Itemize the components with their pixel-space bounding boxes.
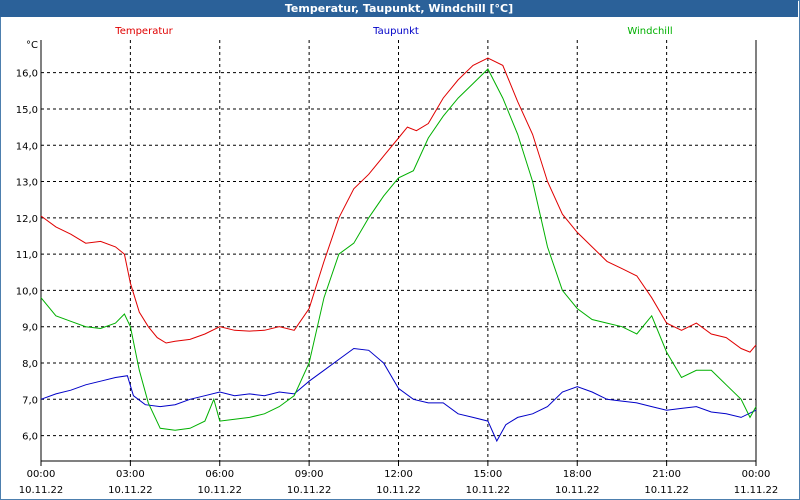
y-tick-label: 12,0 bbox=[16, 214, 38, 225]
y-tick-label: 16,0 bbox=[16, 69, 38, 80]
legend-windchill: Windchill bbox=[627, 26, 672, 37]
y-tick-label: 8,0 bbox=[22, 359, 38, 370]
y-tick-label: 9,0 bbox=[22, 323, 38, 334]
y-tick-label: 7,0 bbox=[22, 395, 38, 406]
axes bbox=[40, 40, 757, 466]
y-tick-label: 11,0 bbox=[16, 250, 38, 261]
series-line-taupunkt bbox=[40, 347, 757, 443]
x-tick-date: 10.11.22 bbox=[19, 485, 64, 496]
x-tick-time: 03:00 bbox=[116, 469, 145, 480]
x-tick-date: 10.11.22 bbox=[376, 485, 421, 496]
x-tick-time: 00:00 bbox=[27, 469, 56, 480]
series-line-windchill bbox=[40, 68, 757, 431]
x-tick-time: 09:00 bbox=[295, 469, 324, 480]
x-tick-date: 11.11.22 bbox=[734, 485, 779, 496]
legend-taupunkt: Taupunkt bbox=[372, 26, 419, 37]
legend-temperatur: Temperatur bbox=[114, 26, 173, 37]
y-tick-label: 6,0 bbox=[22, 432, 38, 443]
series-line-temperatur bbox=[40, 57, 757, 353]
y-tick-label: 13,0 bbox=[16, 178, 38, 189]
y-tick-label: 10,0 bbox=[16, 286, 38, 297]
grid bbox=[41, 40, 756, 461]
x-tick-date: 10.11.22 bbox=[466, 485, 511, 496]
x-tick-date: 10.11.22 bbox=[555, 485, 600, 496]
x-tick-time: 06:00 bbox=[205, 469, 234, 480]
y-tick-label: 15,0 bbox=[16, 105, 38, 116]
y-unit-label: °C bbox=[26, 40, 38, 51]
x-tick-time: 15:00 bbox=[473, 469, 502, 480]
x-tick-date: 10.11.22 bbox=[287, 485, 332, 496]
x-tick-time: 21:00 bbox=[652, 469, 681, 480]
x-tick-time: 00:00 bbox=[742, 469, 771, 480]
x-tick-date: 10.11.22 bbox=[644, 485, 689, 496]
x-tick-time: 12:00 bbox=[384, 469, 413, 480]
x-tick-date: 10.11.22 bbox=[197, 485, 242, 496]
window-title: Temperatur, Taupunkt, Windchill [°C] bbox=[0, 0, 798, 17]
tick-labels: 6,0 7,0 8,0 9,0 10,0 11,0 12,0 13,0 14,0 15,0 16,0… bbox=[16, 40, 779, 496]
x-tick-time: 18:00 bbox=[563, 469, 592, 480]
legend: Temperatur Taupunkt Windchill bbox=[114, 26, 672, 37]
y-tick-label: 14,0 bbox=[16, 141, 38, 152]
x-tick-date: 10.11.22 bbox=[108, 485, 153, 496]
series-group bbox=[40, 57, 757, 443]
